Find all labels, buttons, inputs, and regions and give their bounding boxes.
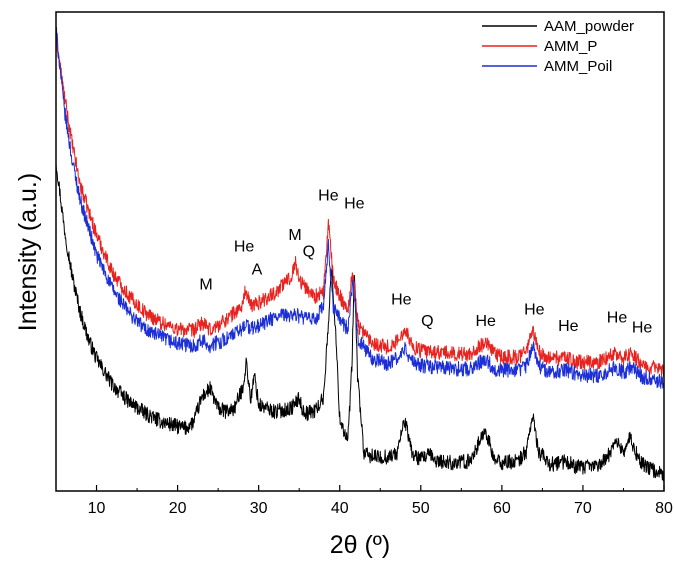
peak-annotation: He xyxy=(234,239,255,256)
peak-annotation: He xyxy=(632,319,653,336)
peak-annotation: He xyxy=(607,310,628,327)
series-line-aam-powder xyxy=(55,163,665,482)
x-axis-title: 2θ (º) xyxy=(330,531,391,559)
peak-annotation: A xyxy=(252,262,263,279)
plot-frame xyxy=(55,11,665,492)
peak-annotation: M xyxy=(288,227,301,244)
x-tick-label: 30 xyxy=(250,500,268,517)
x-tick-label: 40 xyxy=(331,500,349,517)
series-layer xyxy=(55,26,665,482)
legend-label: AMM_Poil xyxy=(544,58,612,75)
y-axis-title: Intensity (a.u.) xyxy=(14,173,42,331)
peak-annotation: He xyxy=(475,313,496,330)
peak-annotation: Q xyxy=(303,244,315,261)
peak-annotation: Q xyxy=(421,313,433,330)
x-tick-label: 70 xyxy=(574,500,592,517)
legend-label: AMM_P xyxy=(544,38,597,55)
peak-annotation: He xyxy=(558,318,579,335)
peak-annotation: M xyxy=(199,277,212,294)
x-axis-ticks: 10 20 30 40 50 60 70 80 xyxy=(55,485,673,517)
x-tick-label: 20 xyxy=(169,500,187,517)
series-line-amm-poil xyxy=(55,26,665,389)
x-tick-label: 10 xyxy=(88,500,106,517)
peak-annotation: He xyxy=(524,301,545,318)
x-tick-label: 80 xyxy=(655,500,673,517)
peak-annotation: He xyxy=(318,187,339,204)
peak-annotation: He xyxy=(344,196,365,213)
x-tick-label: 60 xyxy=(493,500,511,517)
series-line-amm-p xyxy=(55,32,665,378)
x-tick-label: 50 xyxy=(412,500,430,517)
legend-label: AAM_powder xyxy=(544,18,634,35)
peak-annotation: He xyxy=(391,291,412,308)
legend: AAM_powder AMM_P AMM_Poil xyxy=(482,18,634,75)
